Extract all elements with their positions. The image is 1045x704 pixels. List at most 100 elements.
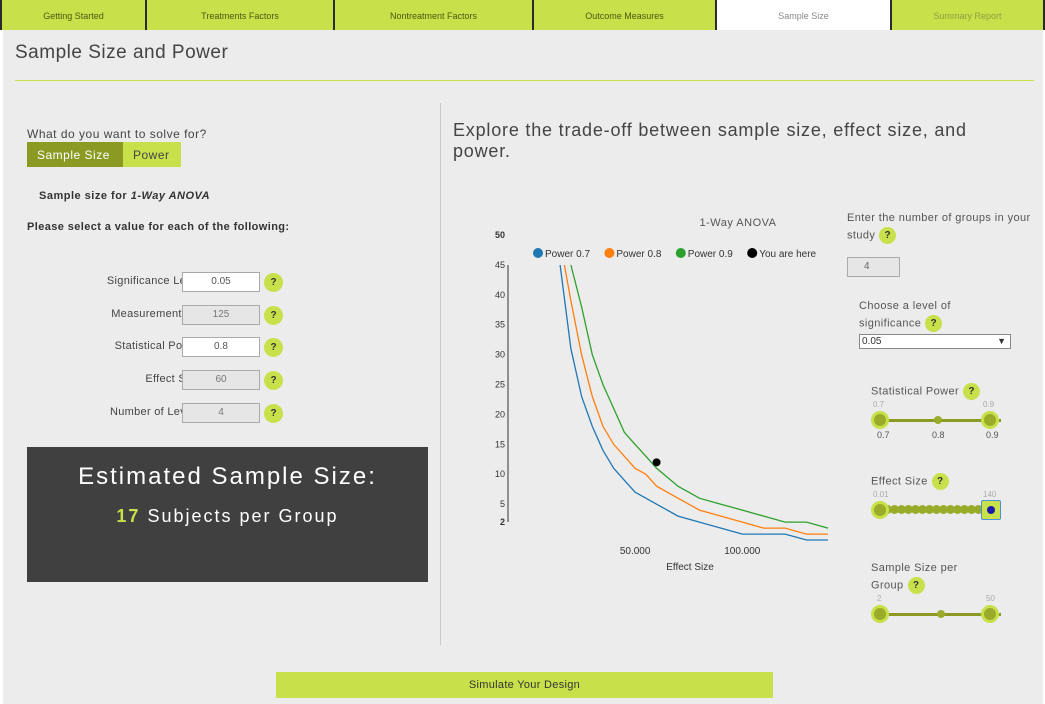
- tab-outcome-measures[interactable]: Outcome Measures: [534, 0, 715, 30]
- column-divider: [440, 103, 441, 645]
- effect-slider-title: Effect Size?: [871, 473, 1011, 490]
- measurement-sd-field: 125: [182, 305, 260, 325]
- legend-marker: [675, 248, 686, 258]
- y-tick-label: 35: [495, 320, 505, 330]
- effect-slider-tick-dot: [890, 505, 899, 515]
- sample-slider-handle[interactable]: [981, 605, 999, 624]
- effect-slider-title-text: Effect Size: [871, 475, 928, 488]
- effect-slider-tick-dot: [932, 505, 941, 515]
- series-line-power-0-8: [563, 264, 828, 535]
- significance-label-text: Choose a level of significance: [859, 300, 951, 330]
- sample-slider-track[interactable]: [871, 604, 1011, 624]
- y-tick-label: 40: [495, 290, 505, 300]
- effect-handle-dot: [987, 506, 995, 515]
- effect-slider-tick-dot: [946, 505, 955, 515]
- effect-slider-tick-dot: [918, 505, 927, 515]
- solve-sample-size-button[interactable]: Sample Size: [27, 142, 123, 167]
- sample-size-for-heading: Sample size for 1-Way ANOVA: [39, 190, 210, 202]
- groups-input[interactable]: 4: [847, 257, 900, 277]
- y-tick-label: 5: [500, 499, 505, 509]
- power-tick: 0.8: [932, 430, 945, 441]
- significance-label: Choose a level of significance?: [859, 298, 1009, 332]
- significance-select[interactable]: 0.05 ▼: [859, 334, 1011, 349]
- legend-label: Power 0.7: [545, 249, 590, 260]
- sample-slider-min-handle[interactable]: [871, 605, 889, 624]
- effect-slider-tick-dot: [974, 505, 983, 515]
- dropdown-arrow-icon: ▼: [997, 336, 1006, 346]
- x-axis-label: Effect Size: [666, 562, 714, 573]
- effect-slider-tick-dot: [953, 505, 962, 515]
- sample-slider-range: 2 50: [871, 594, 1011, 604]
- tab-getting-started[interactable]: Getting Started: [2, 0, 145, 30]
- effect-slider-tick-dot: [911, 505, 920, 515]
- page-title: Sample Size and Power: [15, 42, 229, 63]
- help-icon[interactable]: ?: [264, 404, 283, 423]
- sample-slider-max: 50: [986, 594, 995, 604]
- explore-heading: Explore the trade-off between sample siz…: [453, 120, 967, 161]
- effect-slider-range: 0.01 140: [871, 490, 1011, 500]
- effect-slider-tick-dot: [939, 505, 948, 515]
- effect-slider-handle[interactable]: [981, 500, 1001, 521]
- series-line-power-0-9: [570, 264, 829, 529]
- instruction-text: Please select a value for each of the fo…: [27, 221, 290, 233]
- y-tick-label: 45: [495, 260, 505, 270]
- tab-treatments-factors[interactable]: Treatments Factors: [147, 0, 333, 30]
- y-tick-label: 15: [495, 439, 505, 449]
- effect-slider-track[interactable]: [871, 500, 1011, 521]
- power-slider-min-handle[interactable]: [871, 411, 889, 430]
- x-tick-label: 50.000: [620, 546, 651, 557]
- power-slider-min: 0.7: [873, 400, 885, 410]
- tab-sample-size[interactable]: Sample Size: [717, 0, 890, 30]
- legend-marker: [747, 248, 758, 258]
- result-value: 17: [116, 506, 141, 526]
- x-tick-label: 100.000: [724, 546, 761, 557]
- chart-title: 1-Way ANOVA: [699, 217, 776, 229]
- help-icon[interactable]: ?: [925, 315, 943, 332]
- title-divider: [15, 80, 1034, 81]
- effect-slider-tick-dot: [967, 505, 976, 515]
- help-icon[interactable]: ?: [907, 577, 925, 594]
- param-label: Significance Level: [106, 275, 201, 287]
- help-icon[interactable]: ?: [931, 473, 949, 490]
- effect-slider-tick-dot: [925, 505, 934, 515]
- you-are-here-point: [652, 458, 661, 467]
- main-panel: Sample Size and Power What do you want t…: [3, 30, 1043, 704]
- help-icon[interactable]: ?: [963, 383, 981, 400]
- tab-summary-report[interactable]: Summary Report: [892, 0, 1043, 30]
- tab-nontreatment-factors[interactable]: Nontreatment Factors: [335, 0, 532, 30]
- effect-slider-min-handle[interactable]: [871, 501, 889, 520]
- power-slider-max: 0.9: [983, 400, 995, 410]
- help-icon[interactable]: ?: [264, 306, 283, 325]
- help-icon[interactable]: ?: [264, 338, 283, 357]
- design-name: 1-Way ANOVA: [130, 190, 211, 202]
- solve-power-button[interactable]: Power: [123, 142, 181, 167]
- power-slider-handle[interactable]: [981, 411, 999, 430]
- y-tick-label: 30: [495, 350, 505, 360]
- power-slider-title: Statistical Power?: [871, 383, 1011, 400]
- param-number-of-levels: Number of Levels 4 ?: [27, 403, 297, 423]
- result-line: 17 Subjects per Group: [27, 506, 428, 527]
- help-icon[interactable]: ?: [264, 371, 283, 390]
- param-label: Number of Levels: [109, 406, 201, 418]
- legend-marker: [533, 248, 543, 258]
- effect-slider-block: Effect Size? 0.01 140: [871, 473, 1011, 521]
- effect-slider-tick-dot: [897, 505, 906, 515]
- legend-label: Power 0.8: [616, 249, 661, 260]
- param-significance-level: Significance Level 0.05 ?: [27, 272, 297, 292]
- power-slider-track[interactable]: [871, 410, 1011, 430]
- power-slider-block: Statistical Power? 0.7 0.9 0.7 0.8 0.9: [871, 383, 1011, 442]
- effect-size-field: 60: [182, 370, 260, 390]
- power-slider-ticks: 0.7 0.8 0.9: [871, 430, 1011, 442]
- param-measurement-sd: Measurement SD 125 ?: [27, 305, 297, 325]
- legend-marker: [604, 248, 615, 258]
- sample-slider-block: Sample Size per Group? 2 50: [871, 560, 1011, 624]
- significance-level-input[interactable]: 0.05: [182, 272, 260, 292]
- estimated-sample-size-box: Estimated Sample Size: 17 Subjects per G…: [27, 447, 428, 582]
- help-icon[interactable]: ?: [879, 227, 897, 244]
- result-heading: Estimated Sample Size:: [78, 463, 377, 490]
- statistical-power-input[interactable]: 0.8: [182, 337, 260, 357]
- sample-slider-title: Sample Size per Group?: [871, 560, 981, 594]
- simulate-design-button[interactable]: Simulate Your Design: [276, 672, 773, 698]
- help-icon[interactable]: ?: [264, 273, 283, 292]
- param-label: Measurement SD: [111, 308, 201, 320]
